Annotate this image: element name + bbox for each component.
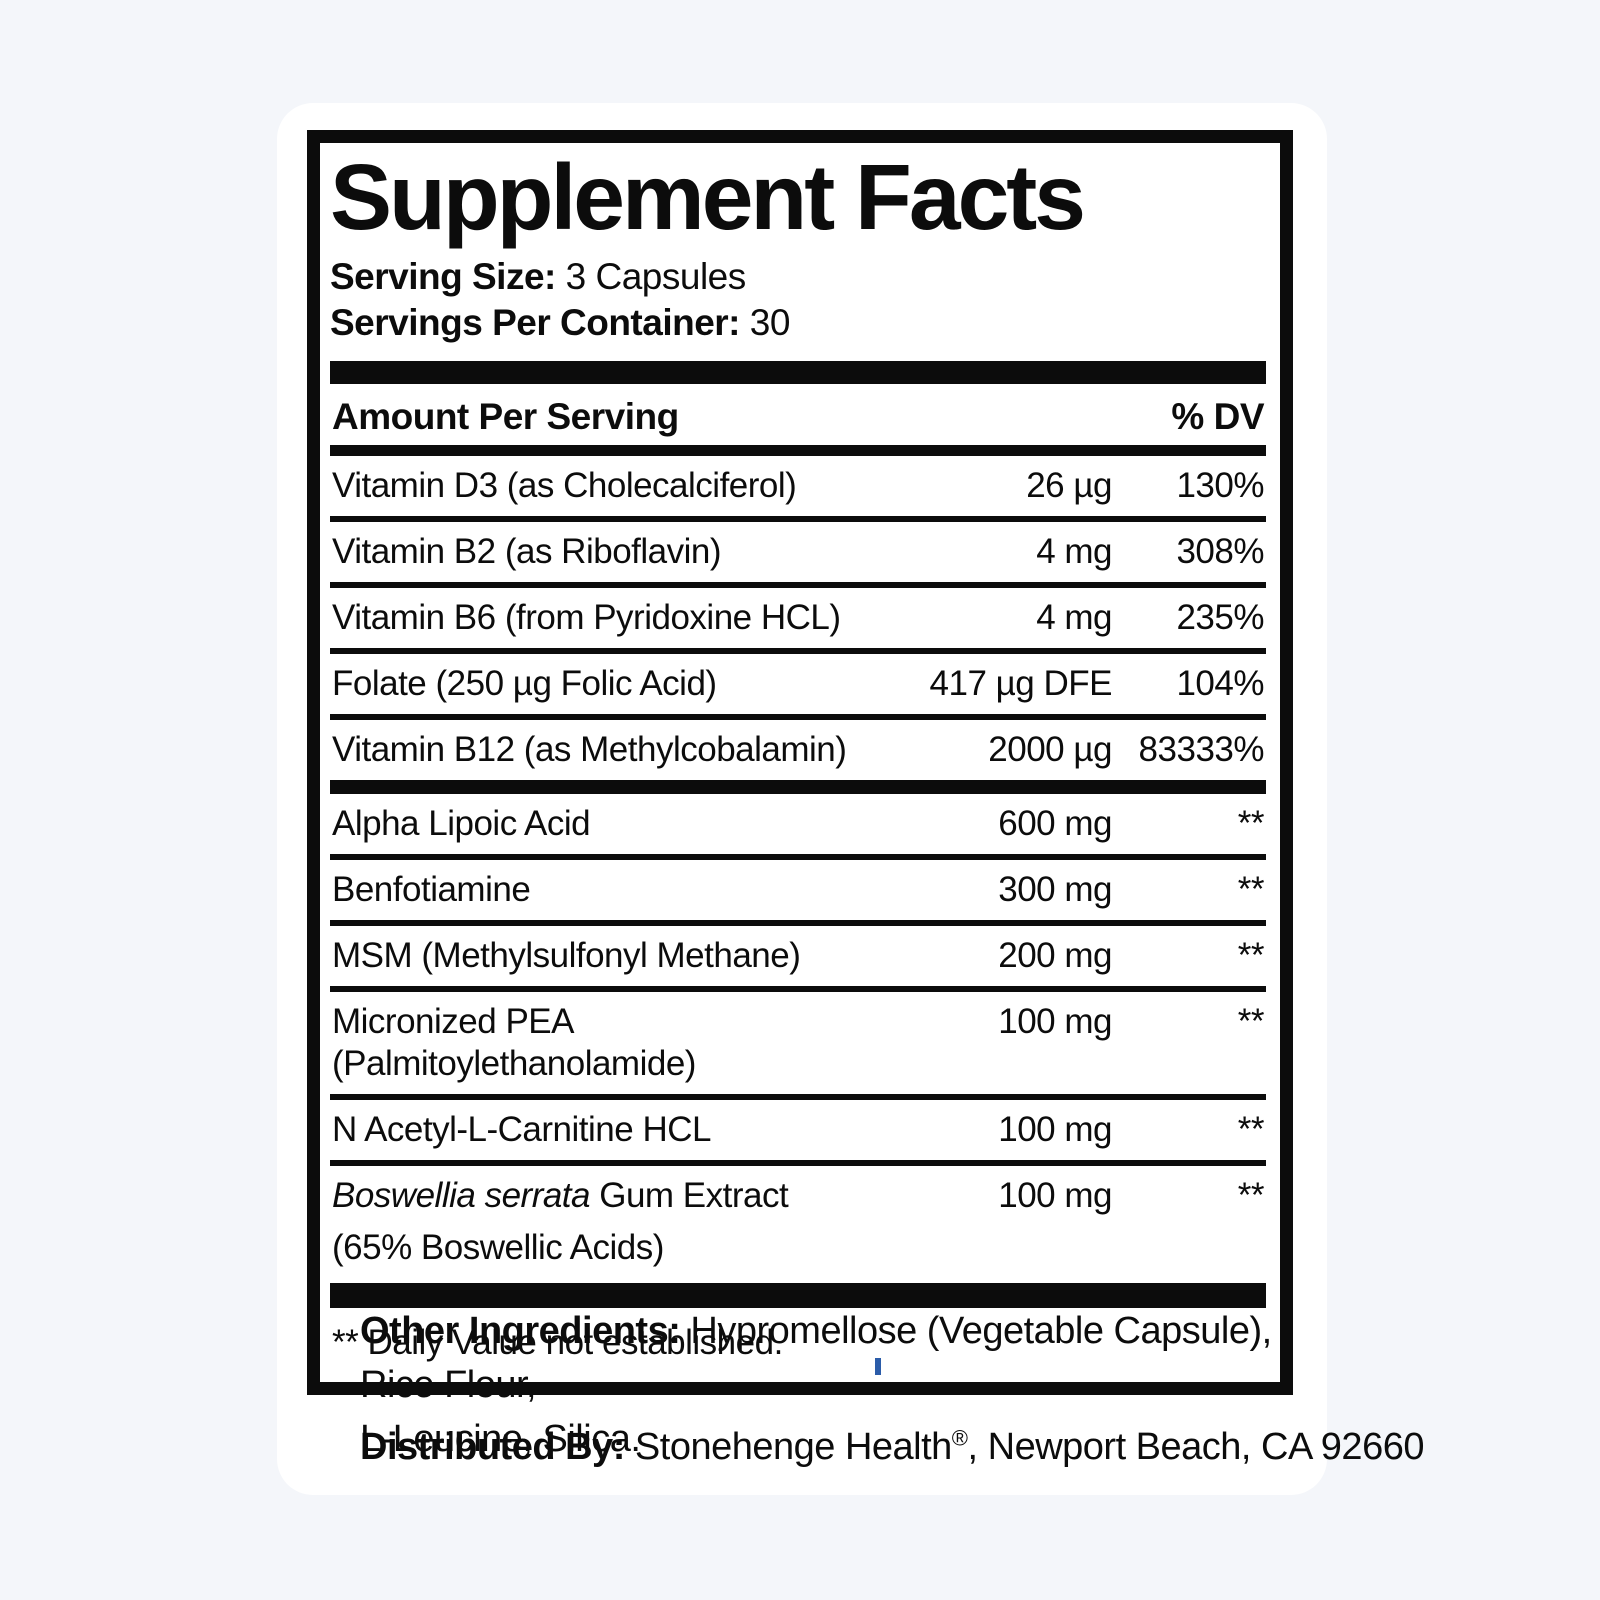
divider-bar-bottom: [330, 1282, 1266, 1308]
table-row: Benfotiamine 300 mg **: [330, 853, 1266, 920]
ingredient-name-line1: Boswellia serrata Gum Extract: [332, 1175, 789, 1215]
distributed-by-label: Distributed By:: [360, 1426, 625, 1468]
ingredient-amount: 100 mg: [998, 1001, 1112, 1041]
percent-dv-header: % DV: [1171, 395, 1264, 437]
ingredient-name: N Acetyl-L-Carnitine HCL: [332, 1109, 711, 1149]
ingredient-dv: **: [1237, 803, 1265, 843]
table-header-row: Amount Per Serving % DV: [330, 384, 1266, 456]
ingredient-dv: 308%: [1176, 531, 1264, 571]
table-row: N Acetyl-L-Carnitine HCL 100 mg **: [330, 1093, 1266, 1160]
ingredient-dv: 83333%: [1138, 729, 1265, 769]
table-row: Folate (250 µg Folic Acid) 417 µg DFE 10…: [330, 647, 1266, 714]
label-card: Supplement Facts Serving Size: 3 Capsule…: [277, 103, 1424, 1495]
ingredient-amount: 200 mg: [998, 935, 1112, 975]
serving-size-line: Serving Size: 3 Capsules: [330, 254, 1266, 301]
ingredient-dv: **: [1237, 869, 1265, 909]
ingredient-amount: 417 µg DFE: [929, 663, 1113, 703]
servings-per-container-line: Servings Per Container: 30: [330, 300, 1266, 347]
ingredient-name: Folate (250 µg Folic Acid): [332, 663, 717, 703]
ingredient-name-rest: Gum Extract: [590, 1175, 789, 1215]
vitamins-group: Vitamin D3 (as Cholecalciferol) 26 µg 13…: [330, 456, 1266, 780]
divider-bar-top: [330, 360, 1266, 384]
ingredient-dv: **: [1237, 1001, 1265, 1041]
ingredient-dv: 104%: [1176, 663, 1264, 703]
ingredient-amount: 100 mg: [998, 1175, 1112, 1215]
table-row: Alpha Lipoic Acid 600 mg **: [330, 794, 1266, 854]
ingredient-name: Boswellia serrata Gum Extract (65% Boswe…: [332, 1175, 892, 1269]
ingredient-name: Micronized PEA (Palmitoylethanolamide): [332, 1001, 696, 1083]
ingredient-amount: 2000 µg: [988, 729, 1112, 769]
other-ingredients: Other Ingredients: Hypromellose (Vegetab…: [360, 1305, 1300, 1467]
distributed-by: Distributed By: Stonehenge Health®, Newp…: [360, 1421, 1424, 1475]
ingredient-dv: 235%: [1176, 597, 1264, 637]
table-row: Boswellia serrata Gum Extract (65% Boswe…: [330, 1159, 1266, 1281]
daily-value-footnote: ** Daily Value not established.: [332, 1322, 783, 1362]
serving-info: Serving Size: 3 Capsules Servings Per Co…: [330, 254, 1266, 347]
table-row: Vitamin B6 (from Pyridoxine HCL) 4 mg 23…: [330, 581, 1266, 648]
ingredient-amount: 100 mg: [998, 1109, 1112, 1149]
serving-size-value: 3 Capsules: [565, 255, 747, 297]
ingredient-dv: **: [1237, 1109, 1265, 1149]
table-row: Vitamin B2 (as Riboflavin) 4 mg 308%: [330, 515, 1266, 582]
other-ingredients-label: Other Ingredients:: [360, 1310, 681, 1352]
registered-trademark-symbol: ®: [951, 1425, 968, 1451]
ingredient-name-line2: (65% Boswellic Acids): [332, 1227, 664, 1267]
divider-bar-group: [330, 779, 1266, 794]
ingredient-name: Vitamin B12 (as Methylcobalamin): [332, 729, 847, 769]
ingredient-name: MSM (Methylsulfonyl Methane): [332, 935, 801, 975]
table-row: Vitamin D3 (as Cholecalciferol) 26 µg 13…: [330, 456, 1266, 516]
ingredient-amount: 300 mg: [998, 869, 1112, 909]
distributed-by-company: Stonehenge Health: [624, 1426, 952, 1468]
other-ingredients-line1: Hypromellose (Vegetable Capsule), Rice F…: [360, 1310, 1272, 1406]
table-row: MSM (Methylsulfonyl Methane) 200 mg **: [330, 919, 1266, 986]
ingredient-name: Vitamin D3 (as Cholecalciferol): [332, 465, 797, 505]
servings-per-container-label: Servings Per Container:: [330, 302, 741, 344]
botanical-name: Boswellia serrata: [332, 1175, 591, 1215]
text-cursor-artifact: [875, 1358, 881, 1375]
ingredient-dv: **: [1237, 935, 1265, 975]
table-row: Micronized PEA (Palmitoylethanolamide) 1…: [330, 985, 1266, 1094]
ingredient-amount: 600 mg: [998, 803, 1112, 843]
ingredient-amount: 4 mg: [1036, 597, 1112, 637]
ingredient-dv: 130%: [1176, 465, 1264, 505]
ingredient-name: Benfotiamine: [332, 869, 531, 909]
table-row: Vitamin B12 (as Methylcobalamin) 2000 µg…: [330, 713, 1266, 780]
ingredient-amount: 26 µg: [1026, 465, 1112, 505]
other-actives-group: Alpha Lipoic Acid 600 mg ** Benfotiamine…: [330, 794, 1266, 1281]
supplement-facts-panel: Supplement Facts Serving Size: 3 Capsule…: [307, 130, 1293, 1395]
servings-per-container-value: 30: [749, 302, 791, 344]
serving-size-label: Serving Size:: [330, 255, 556, 297]
ingredient-name: Alpha Lipoic Acid: [332, 803, 591, 843]
other-ingredients-line2: L-Leucine, Silica.: [360, 1417, 641, 1460]
amount-per-serving-header: Amount Per Serving: [332, 395, 679, 437]
ingredient-amount: 4 mg: [1036, 531, 1112, 571]
panel-title: Supplement Facts: [330, 145, 1086, 249]
ingredient-dv: **: [1237, 1175, 1265, 1215]
ingredient-name: Vitamin B2 (as Riboflavin): [332, 531, 722, 571]
distributed-by-address: , Newport Beach, CA 92660: [967, 1426, 1425, 1468]
ingredient-name: Vitamin B6 (from Pyridoxine HCL): [332, 597, 841, 637]
